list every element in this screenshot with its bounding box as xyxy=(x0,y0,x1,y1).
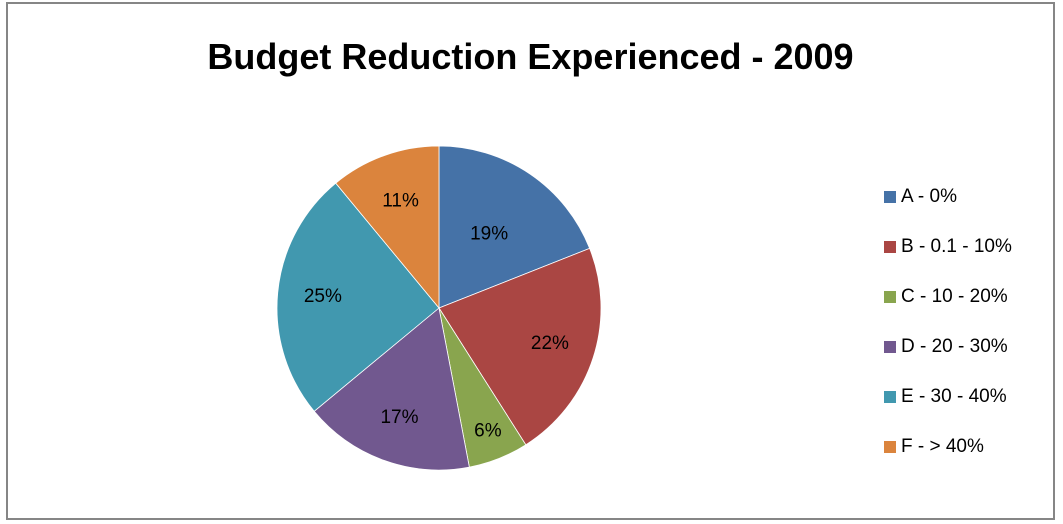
legend-label: A - 0% xyxy=(901,186,957,207)
legend-label: F - > 40% xyxy=(901,436,984,457)
pie-slice-b xyxy=(438,247,602,446)
pie-slice-f xyxy=(335,145,440,310)
legend-label: B - 0.1 - 10% xyxy=(901,236,1012,257)
legend-label: E - 30 - 40% xyxy=(901,386,1007,407)
chart-area: Budget Reduction Experienced - 2009 19% 2… xyxy=(6,2,1055,520)
legend-item-c: C - 10 - 20% xyxy=(884,272,1012,322)
legend-label: C - 10 - 20% xyxy=(901,286,1008,307)
pie-slice-e xyxy=(276,182,440,412)
legend-swatch xyxy=(884,291,896,303)
legend-item-e: E - 30 - 40% xyxy=(884,372,1012,422)
data-label-c: 6% xyxy=(474,421,502,442)
legend-item-a: A - 0% xyxy=(884,172,1012,222)
legend-swatch xyxy=(884,341,896,353)
data-label-d: 17% xyxy=(380,407,418,428)
legend: A - 0% B - 0.1 - 10% C - 10 - 20% D - 20 - … xyxy=(884,172,1012,472)
legend-swatch xyxy=(884,391,896,403)
legend-item-b: B - 0.1 - 10% xyxy=(884,222,1012,272)
data-label-e: 25% xyxy=(304,286,342,307)
data-label-b: 22% xyxy=(531,333,569,354)
legend-label: D - 20 - 30% xyxy=(901,336,1008,357)
pie-slice-a xyxy=(438,145,591,309)
data-label-a: 19% xyxy=(470,223,508,244)
legend-item-d: D - 20 - 30% xyxy=(884,322,1012,372)
legend-item-f: F - > 40% xyxy=(884,422,1012,472)
pie-slice-d xyxy=(313,307,470,471)
legend-swatch xyxy=(884,191,896,203)
pie-chart: 19% 22% 6% 17% 25% 11% xyxy=(276,145,602,471)
legend-swatch xyxy=(884,241,896,253)
chart-title: Budget Reduction Experienced - 2009 xyxy=(207,36,854,77)
data-label-f: 11% xyxy=(382,190,419,211)
legend-swatch xyxy=(884,441,896,453)
